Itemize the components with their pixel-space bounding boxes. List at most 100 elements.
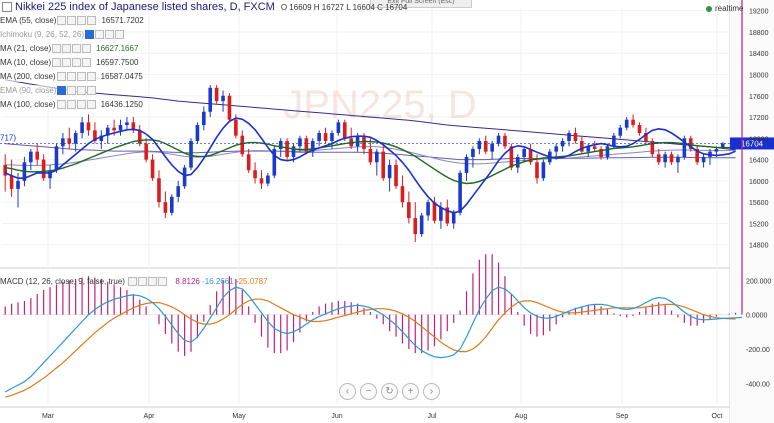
macd-pane (2, 0, 743, 398)
eye-icon[interactable] (138, 277, 148, 287)
x-tick-label: May (232, 413, 246, 420)
add-icon[interactable] (77, 86, 87, 96)
close-icon[interactable] (86, 72, 96, 82)
close-icon[interactable] (87, 86, 97, 96)
candle-body (637, 125, 642, 134)
eye-icon[interactable] (66, 72, 76, 82)
scroll-left-button[interactable]: ‹ (339, 383, 356, 400)
close-icon[interactable] (82, 58, 92, 68)
indicator-label: MA (200, close) (0, 72, 56, 81)
add-icon[interactable] (105, 30, 115, 40)
candle-body (144, 143, 148, 160)
eye-icon[interactable] (95, 30, 105, 40)
add-icon[interactable] (76, 72, 86, 82)
zoom-out-button[interactable]: − (360, 383, 377, 400)
exit-fullscreen-button[interactable]: Exit Full Screen (Esc) (370, 0, 472, 8)
eye-icon[interactable] (62, 44, 72, 54)
settings-icon[interactable] (57, 86, 67, 96)
collapse-icon[interactable] (2, 2, 12, 13)
candle-body (413, 218, 418, 235)
indicator-label: EMA (55, close) (0, 16, 57, 25)
candle-body (580, 140, 584, 152)
add-icon[interactable] (72, 58, 82, 68)
candle-body (477, 140, 482, 149)
candle-body (61, 138, 65, 147)
indicator-row[interactable]: MA (200, close) 16587.0475 (0, 71, 143, 82)
add-icon[interactable] (148, 277, 158, 287)
candle-body (3, 164, 8, 176)
indicator-row[interactable]: EMA (90, close) (0, 85, 97, 96)
candle-body (663, 154, 667, 163)
indicator-row[interactable]: MA (21, close) 16627.1667 (0, 43, 139, 54)
settings-icon[interactable] (52, 58, 62, 68)
candle-body (394, 164, 398, 187)
settings-icon[interactable] (57, 16, 67, 26)
indicator-row[interactable]: MA (100, close) 16436.1250 (0, 99, 143, 110)
add-icon[interactable] (77, 16, 87, 26)
close-icon[interactable] (87, 16, 97, 26)
indicator-value: 16597.7500 (96, 58, 139, 67)
macd-axis: 200.000 0.0000 -200.00 -400.00 (746, 278, 771, 388)
ma10-path (4, 117, 736, 214)
candle-body (202, 111, 206, 126)
zoom-in-button[interactable]: + (402, 383, 419, 400)
candle-body (73, 133, 78, 144)
indicator-row[interactable]: EMA (55, close) 16571.7202 (0, 15, 144, 26)
candle-body (208, 87, 213, 112)
candle-body (439, 207, 443, 221)
current-price-tag (730, 137, 774, 150)
candle-body (150, 159, 155, 179)
eye-icon[interactable] (67, 16, 77, 26)
indicator-row[interactable]: MA (10, close) 16597.7500 (0, 57, 139, 68)
eye-icon[interactable] (62, 58, 72, 68)
ma21-line (5, 139, 736, 185)
candle-body (586, 146, 591, 152)
close-icon[interactable] (115, 30, 125, 40)
candle-body (656, 154, 661, 163)
price-tick-label: 17200 (749, 115, 769, 122)
indicator-value: 16627.1667 (96, 44, 139, 53)
candle-body (483, 140, 488, 152)
close-icon[interactable] (158, 277, 168, 287)
candle-body (195, 125, 200, 141)
indicator-value: 16436.1250 (100, 100, 143, 109)
macd-label: MACD (12, 26, close, 9, false, true) (0, 277, 125, 286)
ma21-path (5, 139, 736, 185)
eye-icon[interactable] (66, 100, 76, 110)
candle-body (330, 133, 334, 141)
close-icon[interactable] (82, 44, 92, 54)
price-tick-label: 16800 (749, 136, 769, 143)
indicator-row[interactable]: Ichimoku (9, 26, 52, 26) (0, 29, 125, 40)
x-axis: Mar Apr May Jun Jul Aug Sep Oct (42, 413, 723, 420)
add-icon[interactable] (76, 100, 86, 110)
indicator-label: MA (21, close) (0, 44, 52, 53)
candle-body (515, 156, 520, 168)
settings-icon[interactable] (128, 277, 138, 287)
settings-icon[interactable] (85, 30, 95, 40)
candle-body (631, 119, 635, 126)
candle-body (240, 135, 245, 155)
candle-body (355, 135, 360, 147)
candle-body (323, 133, 328, 141)
candle-body (599, 148, 603, 157)
candle-body (16, 180, 20, 189)
candle-body (253, 170, 257, 179)
candle-body (54, 146, 59, 171)
candle-body (387, 164, 392, 179)
scroll-right-button[interactable]: › (423, 383, 440, 400)
settings-icon[interactable] (56, 72, 66, 82)
candle-body (99, 135, 104, 141)
eye-icon[interactable] (67, 86, 77, 96)
candle-body (458, 172, 462, 213)
candle-body (669, 154, 674, 163)
candle-body (227, 95, 232, 120)
add-icon[interactable] (72, 44, 82, 54)
settings-icon[interactable] (56, 100, 66, 110)
close-icon[interactable] (86, 100, 96, 110)
reset-button[interactable]: ↻ (381, 383, 398, 400)
settings-icon[interactable] (52, 44, 62, 54)
candle-body (137, 130, 142, 144)
